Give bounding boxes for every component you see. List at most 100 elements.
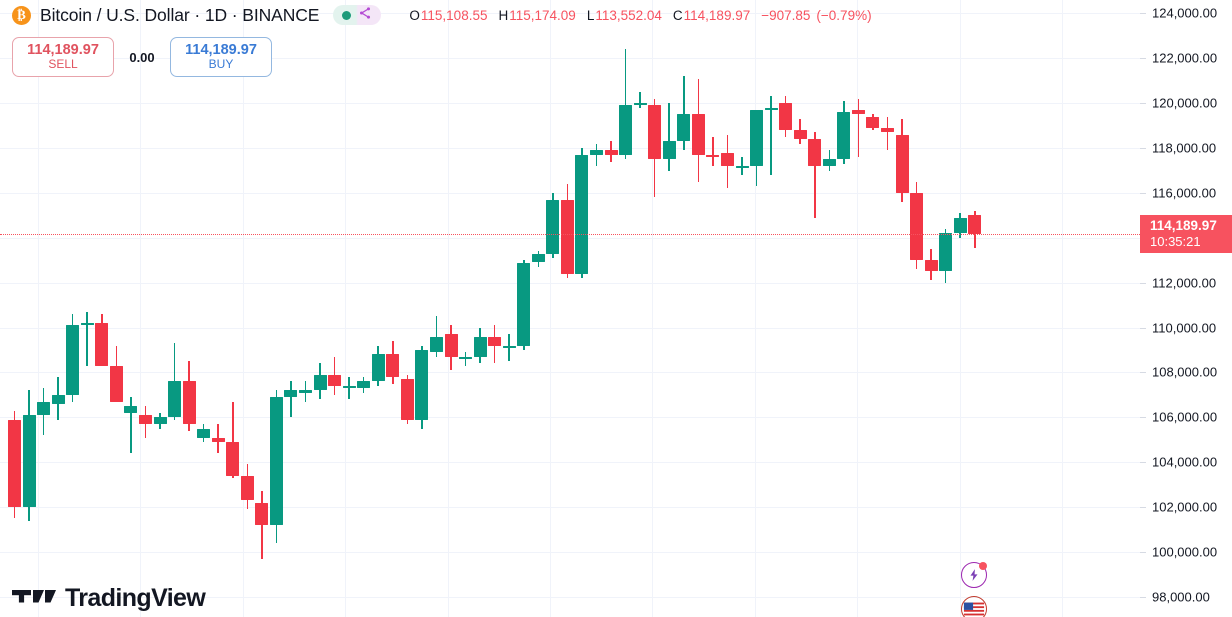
gridline (1062, 0, 1063, 617)
candle-body (153, 417, 167, 425)
candle-body (590, 150, 603, 155)
sell-button[interactable]: 114,189.97 SELL (12, 37, 114, 77)
candle-body (269, 397, 283, 525)
price-axis-tick (1140, 372, 1146, 374)
gridline (652, 0, 653, 617)
candle-body (415, 350, 429, 420)
candle-body (953, 217, 967, 234)
symbol-status-badge[interactable] (333, 5, 382, 25)
gridline (857, 0, 858, 617)
candle-body (459, 356, 473, 359)
bitcoin-icon: ₿ (12, 5, 31, 25)
price-axis-tick (1140, 327, 1146, 329)
gridline (345, 0, 346, 617)
candle-body (357, 381, 371, 389)
price-axis-label: 106,000.00 (1152, 409, 1218, 425)
candle-body (939, 233, 953, 272)
buy-label: BUY (208, 57, 234, 72)
price-axis-label: 104,000.00 (1152, 454, 1218, 470)
candle-wick (813, 132, 816, 218)
candle-body (808, 139, 822, 167)
share-network-icon[interactable] (358, 6, 372, 25)
candle-body (444, 334, 458, 357)
candle-body (211, 437, 225, 442)
market-open-dot (342, 10, 352, 20)
candle-wick (348, 376, 350, 400)
candle-wick (86, 311, 89, 366)
candle-body (488, 336, 502, 346)
candle-body (910, 192, 924, 261)
price-axis-tick (1140, 13, 1146, 15)
gridline (960, 0, 961, 617)
candle-body (851, 109, 865, 115)
price-axis-tick (1140, 462, 1146, 464)
tradingview-logo-text: TradingView (65, 584, 206, 612)
buy-button[interactable]: 114,189.97 BUY (170, 37, 272, 77)
gridline (0, 507, 1140, 509)
gridline (243, 0, 244, 617)
candle-body (502, 345, 516, 348)
ohlc-values: O 115,108.55 H 115,174.09 L 113,552.04 C… (409, 8, 871, 23)
price-change: −907.85 (761, 7, 811, 23)
candle-body (22, 415, 36, 508)
candle-body (473, 336, 487, 357)
price-axis-tick (1140, 282, 1146, 284)
candle-body (924, 260, 938, 272)
candle-body (138, 415, 152, 425)
gridline (0, 192, 1140, 194)
price-axis-tick (1140, 148, 1146, 150)
tradingview-logo[interactable]: TradingView (12, 584, 206, 613)
price-axis-tick (1140, 507, 1146, 509)
high-label: H (498, 7, 509, 23)
price-axis-label: 110,000.00 (1152, 320, 1217, 336)
candle-body (197, 428, 211, 438)
candle-body (779, 103, 793, 131)
gridline (755, 0, 756, 617)
candle-wick (231, 401, 234, 478)
candle-wick (464, 352, 467, 366)
candle-body (299, 390, 312, 393)
candle-body (386, 354, 400, 377)
candle-body (182, 381, 196, 425)
chart-canvas[interactable] (0, 0, 1140, 617)
price-change-percent: (−0.79%) (816, 7, 872, 23)
candle-body (313, 374, 327, 391)
low-value: 113,552.04 (595, 7, 662, 23)
gridline (0, 596, 1140, 598)
candle-body (124, 406, 138, 413)
open-value: 115,108.55 (420, 7, 488, 23)
candle-body (284, 390, 298, 398)
price-axis[interactable]: 98,000.00 100,000.00 102,000.00 104,000.00 1… (1140, 0, 1232, 617)
price-axis-label: 116,000.00 (1152, 185, 1217, 201)
price-axis-label: 102,000.00 (1152, 499, 1218, 515)
candle-body (691, 114, 705, 155)
chart-header: ₿ Bitcoin / U.S. Dollar · 1D · BINANCE O… (0, 0, 1232, 30)
candle-body (66, 325, 80, 395)
price-axis-tick (1140, 103, 1146, 105)
candle-body (531, 253, 545, 263)
sell-price: 114,189.97 (27, 41, 99, 58)
price-axis-label: 108,000.00 (1152, 364, 1218, 380)
gridline (550, 0, 551, 617)
candle-body (866, 116, 880, 128)
price-axis-label: 118,000.00 (1152, 140, 1217, 156)
gridline (0, 282, 1140, 284)
symbol-title[interactable]: Bitcoin / U.S. Dollar · 1D · BINANCE (40, 4, 320, 25)
gridline (0, 417, 1140, 419)
candle-body (168, 381, 182, 418)
candle-body (735, 166, 749, 169)
gridline (0, 13, 1140, 15)
price-axis-tick (1140, 58, 1146, 60)
candle-body (560, 199, 574, 274)
candle-body (328, 374, 342, 386)
gridline (38, 0, 39, 617)
low-label: L (586, 7, 595, 23)
candle-body (429, 336, 443, 353)
us-flag-icon[interactable] (961, 596, 987, 617)
current-price-tag: 114,189.97 10:35:21 (1140, 214, 1232, 253)
gridline (0, 462, 1140, 464)
lightning-alert-icon[interactable] (961, 562, 987, 588)
candle-wick (508, 334, 510, 362)
candle-wick (857, 98, 860, 158)
gridline (0, 103, 1140, 105)
